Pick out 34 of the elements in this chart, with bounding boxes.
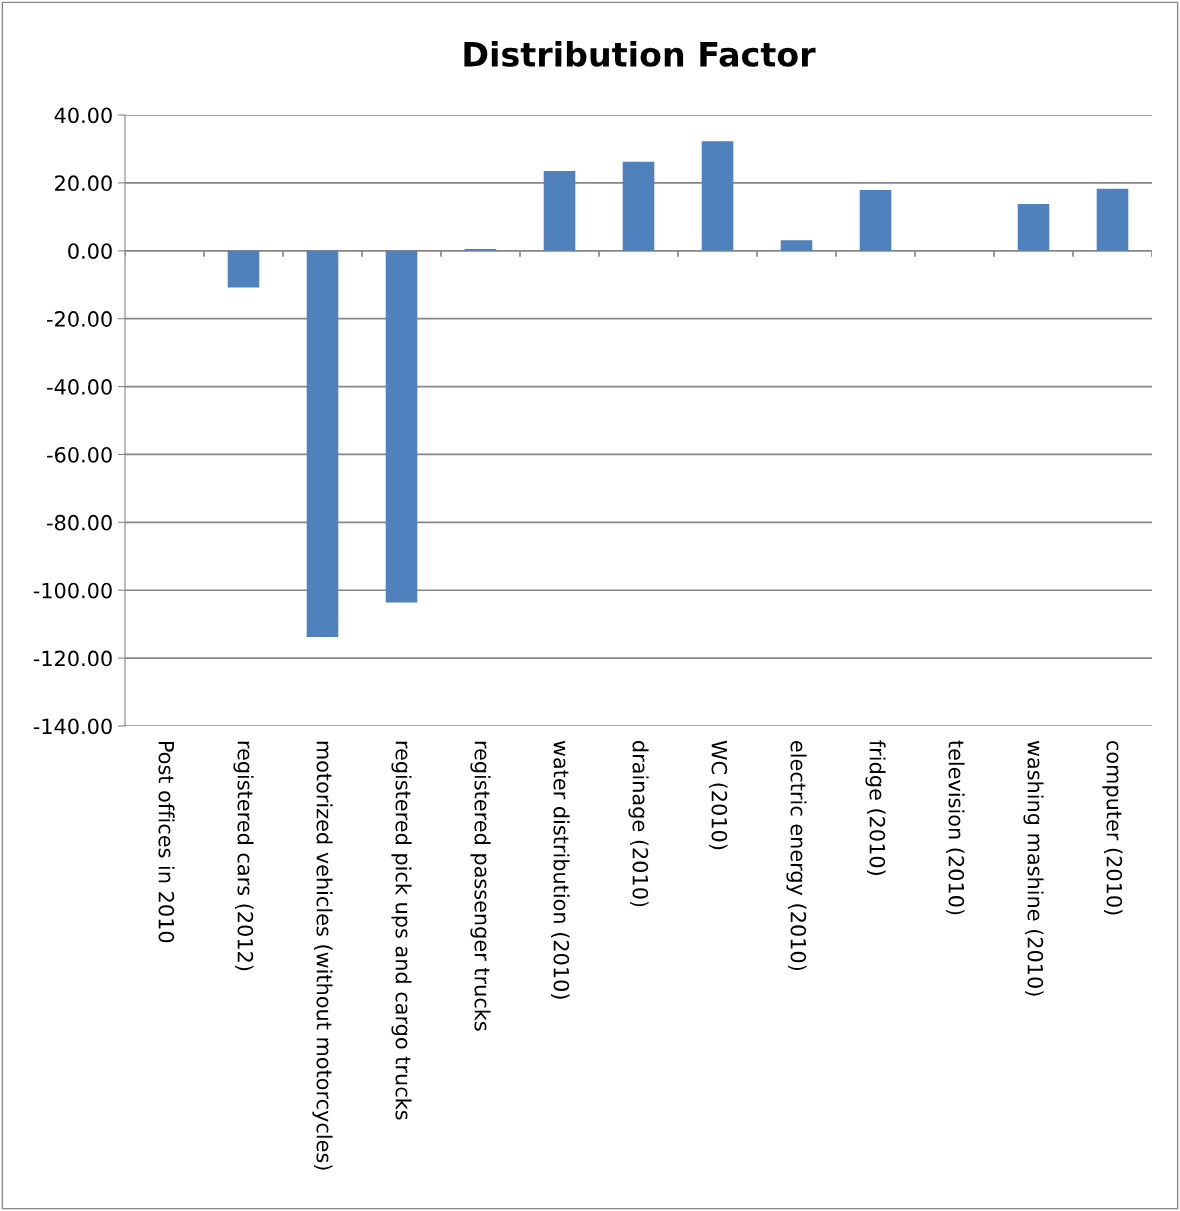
- bar: [780, 240, 813, 251]
- x-tick-label: Post offices in 2010: [158, 741, 175, 943]
- bar: [1096, 188, 1129, 251]
- bar: [701, 141, 734, 251]
- y-tick-label: -140.00: [33, 718, 112, 735]
- x-tick-label: water distribution (2010): [551, 740, 570, 999]
- y-tick-label: -80.00: [47, 514, 112, 531]
- x-tick-label: registered passenger trucks: [470, 741, 491, 1031]
- y-tick-label: 20.00: [55, 175, 112, 192]
- x-tick-label: electric energy (2010): [786, 741, 807, 971]
- x-tick-label: drainage (2010): [628, 741, 649, 907]
- y-tick-label: -40.00: [47, 379, 112, 395]
- bar: [306, 250, 339, 638]
- y-tick-label: 0.00: [68, 243, 112, 259]
- y-tick-label: -20.00: [47, 311, 112, 327]
- bar: [622, 161, 655, 251]
- chart-title: Distribution Factor: [464, 41, 816, 67]
- x-tick-label: registered cars (2012): [233, 741, 254, 971]
- bar: [543, 171, 576, 251]
- x-tick-label: motorized vehicles (without motorcycles): [312, 741, 333, 1170]
- y-tick-label: -60.00: [47, 446, 112, 463]
- bar: [385, 250, 418, 603]
- x-tick-label: fridge (2010): [865, 740, 886, 875]
- x-tick-label: washing mashine (2010): [1023, 740, 1044, 996]
- bar: [227, 250, 260, 288]
- x-tick-label: registered pick ups and cargo trucks: [391, 741, 412, 1120]
- y-tick-label: -100.00: [33, 582, 112, 599]
- y-tick-label: 40.00: [54, 107, 112, 124]
- x-tick-label: WC (2010): [709, 740, 728, 850]
- bar: [1017, 203, 1050, 251]
- x-tick-label: computer (2010): [1102, 741, 1123, 915]
- bar: [859, 190, 892, 251]
- y-tick-label: -120.00: [33, 650, 112, 667]
- x-tick-label: television (2010): [946, 740, 965, 915]
